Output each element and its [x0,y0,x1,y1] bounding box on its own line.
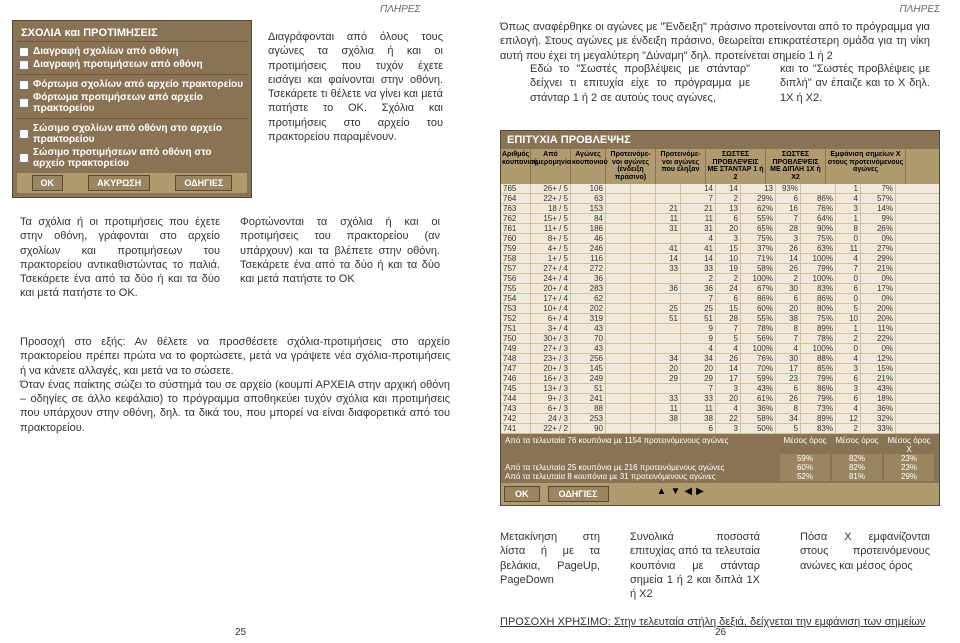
table-row[interactable]: 74616+ / 324929291759%2379%621% [501,374,939,384]
text-totals: Συνολικά ποσοστά επιτυχίας από τα τελευτ… [630,530,760,601]
text-caution-b: Όταν ένας παίκτης σώζει το σύστημά του σ… [20,379,450,434]
table-row[interactable]: 75624+ / 43622100%2100%00% [501,274,939,284]
table-row[interactable]: 7581+ / 511614141071%14100%429% [501,254,939,264]
page-header-right: ΠΛΗΡΕΣ [900,4,940,15]
table-body[interactable]: 76526+ / 510614141393%17%76422+ / 563722… [501,184,939,434]
table-row[interactable]: 7436+ / 3881111436%873%436% [501,404,939,414]
table-row[interactable]: 75727+ / 427233331958%2679%721% [501,264,939,274]
text-delete-explain: Διαγράφονται από όλους τους αγώνες τα σχ… [268,30,443,144]
table-row[interactable]: 7449+ / 324133332061%2679%618% [501,394,939,404]
checkbox-load-comments[interactable] [19,80,29,90]
label: Διαγραφή σχολίων από οθόνη [33,46,179,57]
table-row[interactable]: 74513+ / 3517343%686%343% [501,384,939,394]
arrow-icons[interactable]: ▲ ▼ ◀ ▶ [657,486,704,502]
arrow-up-icon[interactable]: ▲ [657,486,667,502]
table-row[interactable]: 7594+ / 524641411537%2663%1127% [501,244,939,254]
table-row[interactable]: 74224 / 325338382258%3489%1232% [501,414,939,424]
text-save-explain: Τα σχόλια ή οι προτιμήσεις που έχετε στη… [20,215,220,301]
checkbox-save-comments[interactable] [19,129,29,139]
table-header: Αριθμός κουπονιού Από ημερομηνία Αγώνες … [501,149,939,184]
row-load-prefs[interactable]: Φόρτωμα προτιμήσεων από αρχείο πρακτορεί… [19,91,245,115]
text-caution: Προσοχή στο εξής: Αν θέλετε να προσθέσετ… [20,335,450,435]
row-save-prefs[interactable]: Σώσιμο προτιμήσεων από οθόνη στο αρχείο … [19,146,245,170]
label: Διαγραφή προτιμήσεων από οθόνη [33,59,203,70]
arrow-left-icon[interactable]: ◀ [684,486,692,502]
table-row[interactable]: 7526+ / 431951512855%3875%1020% [501,314,939,324]
table-row[interactable]: 74122+ / 2906350%583%233% [501,424,939,434]
checkbox-delete-prefs[interactable] [19,60,29,70]
cancel-button[interactable]: ΑΚΥΡΩΣΗ [88,175,150,191]
label: Φόρτωμα προτιμήσεων από αρχείο πρακτορεί… [33,92,245,114]
ok-button[interactable]: OK [32,175,64,191]
table-help-button[interactable]: ΟΔΗΓΙΕΣ [548,486,609,502]
checkbox-delete-comments[interactable] [19,47,29,57]
row-save-comments[interactable]: Σώσιμο σχολίων από οθόνη στο αρχείο πρακ… [19,122,245,146]
panel-title: ΣΧΟΛΙΑ και ΠΡΟΤΙΜΗΣΕΙΣ [17,25,247,41]
table-row[interactable]: 74927+ / 34344100%4100%00% [501,344,939,354]
text-load-explain: Φορτώνονται τα σχόλια ή και οι προτιμήσε… [240,215,440,286]
table-row[interactable]: 74720+ / 314520201470%1785%315% [501,364,939,374]
row-delete-prefs[interactable]: Διαγραφή προτιμήσεων από οθόνη [19,58,245,71]
checkbox-save-prefs[interactable] [19,153,29,163]
row-load-comments[interactable]: Φόρτωμα σχολίων από αρχείο πρακτορείου [19,78,245,91]
table-row[interactable]: 74823+ / 325634342676%3088%412% [501,354,939,364]
page-num-left: 25 [235,627,246,638]
page-header-left: ΠΛΗΡΕΣ [380,4,420,15]
text-x-count: Πόσα Χ εμφανίζονται στους προτεινόμενους… [800,530,930,573]
table-row[interactable]: 76111+ / 518631312065%2890%826% [501,224,939,234]
table-row[interactable]: 76422+ / 5637229%686%457% [501,194,939,204]
table-row[interactable]: 76215+ / 5841111655%764%19% [501,214,939,224]
help-button[interactable]: ΟΔΗΓΙΕΣ [175,175,232,191]
text-caution-a: Προσοχή στο εξής: Αν θέλετε να προσθέσετ… [20,336,450,377]
label: Σώσιμο σχολίων από οθόνη στο αρχείο πρακ… [33,123,245,145]
table-row[interactable]: 75417+ / 4627686%686%00% [501,294,939,304]
row-delete-comments[interactable]: Διαγραφή σχολίων από οθόνη [19,45,245,58]
table-row[interactable]: 76526+ / 510614141393%17% [501,184,939,194]
page-num-right: 26 [715,627,726,638]
table-row[interactable]: 75310+ / 420225251560%2080%520% [501,304,939,314]
text-navigation: Μετακίνηση στη λίστα ή με τα βελάκια, Pa… [500,530,600,587]
table-row[interactable]: 7608+ / 5464375%375%00% [501,234,939,244]
arrow-right-icon[interactable]: ▶ [696,486,704,502]
label: Σώσιμο προτιμήσεων από οθόνη στο αρχείο … [33,147,245,169]
comments-prefs-panel: ΣΧΟΛΙΑ και ΠΡΟΤΙΜΗΣΕΙΣ Διαγραφή σχολίων … [12,20,252,198]
table-row[interactable]: 75520+ / 428336362467%3083%617% [501,284,939,294]
text-standard-explain: Εδώ το "Σωστές προβλέψεις με στάνταρ" δε… [530,62,750,105]
table-title: ΕΠΙΤΥΧΙΑ ΠΡΟΒΛΕΨΗΣ [501,131,939,149]
text-green-explain: Όπως αναφέρθηκε οι αγώνες με "Ένδειξη" π… [500,20,930,63]
checkbox-load-prefs[interactable] [19,98,29,108]
table-footer: Από τα τελευταία 76 κουπόνια με 1154 προ… [501,434,939,483]
prediction-success-table: ΕΠΙΤΥΧΙΑ ΠΡΟΒΛΕΨΗΣ Αριθμός κουπονιού Από… [500,130,940,506]
arrow-down-icon[interactable]: ▼ [670,486,680,502]
table-row[interactable]: 75030+ / 3709556%778%222% [501,334,939,344]
label: Φόρτωμα σχολίων από αρχείο πρακτορείου [33,79,243,90]
table-row[interactable]: 7513+ / 4439778%889%111% [501,324,939,334]
table-ok-button[interactable]: OK [504,486,540,502]
text-double-explain: και το "Σωστές προβλέψεις με διπλή" αν έ… [780,62,930,105]
table-row[interactable]: 76318 / 515321211362%1676%314% [501,204,939,214]
